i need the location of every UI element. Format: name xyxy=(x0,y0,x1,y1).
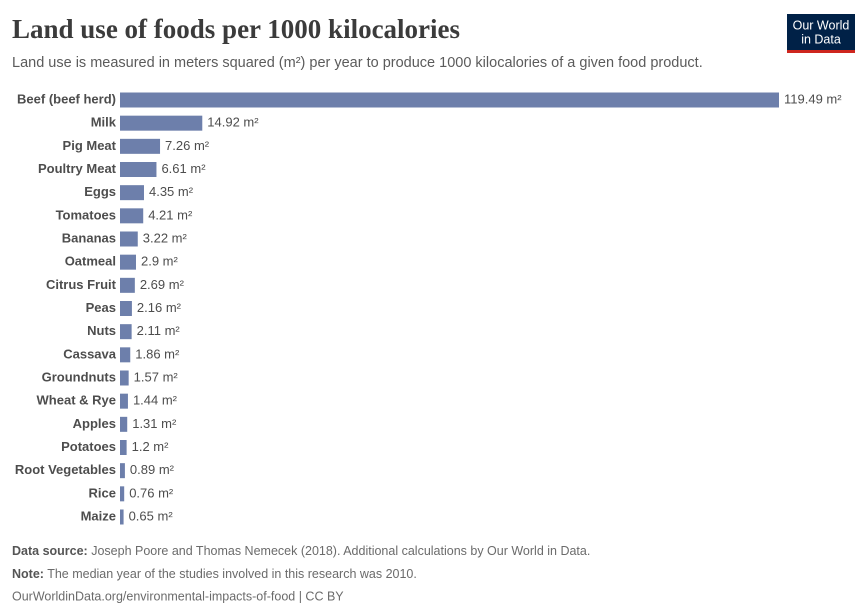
bar xyxy=(120,416,128,432)
source-note: Data source: Joseph Poore and Thomas Nem… xyxy=(12,544,590,558)
bar xyxy=(120,440,127,455)
category-label: Eggs xyxy=(84,184,116,199)
bar xyxy=(120,393,128,409)
category-label: Groundnuts xyxy=(42,369,116,384)
category-label: Root Vegetables xyxy=(15,462,116,477)
bar xyxy=(120,162,157,177)
bar xyxy=(120,208,144,224)
value-label: 3.22 m² xyxy=(143,230,188,245)
value-label: 4.21 m² xyxy=(148,207,193,222)
value-label: 1.86 m² xyxy=(135,346,180,361)
value-label: 14.92 m² xyxy=(207,115,259,130)
logo-text: Our World xyxy=(793,18,850,32)
value-label: 1.44 m² xyxy=(133,393,178,408)
bar xyxy=(120,254,136,270)
category-label: Apples xyxy=(73,416,116,431)
url[interactable]: OurWorldinData.org/environmental-impacts… xyxy=(12,589,344,603)
value-label: 2.9 m² xyxy=(141,254,179,269)
category-label: Potatoes xyxy=(61,439,116,454)
source-text: Joseph Poore and Thomas Nemecek (2018). … xyxy=(91,544,590,558)
source-label: Data source: xyxy=(12,544,88,558)
bar xyxy=(120,92,779,108)
value-label: 4.35 m² xyxy=(149,184,194,199)
bar xyxy=(120,138,161,154)
category-label: Cassava xyxy=(63,346,117,361)
value-label: 1.31 m² xyxy=(132,416,177,431)
category-label: Peas xyxy=(86,300,116,315)
category-label: Nuts xyxy=(87,323,116,338)
chart-title: Land use of foods per 1000 kilocalories xyxy=(12,14,460,44)
chart-subtitle: Land use is measured in meters squared (… xyxy=(12,55,703,71)
bar xyxy=(120,231,138,247)
bar xyxy=(120,185,144,201)
bar xyxy=(120,277,135,293)
bar xyxy=(120,301,132,316)
bar xyxy=(120,463,125,479)
value-label: 0.76 m² xyxy=(129,485,174,500)
value-label: 2.69 m² xyxy=(140,277,185,292)
value-label: 0.89 m² xyxy=(130,462,175,477)
value-label: 6.61 m² xyxy=(161,161,206,176)
category-label: Oatmeal xyxy=(65,254,116,269)
category-label: Rice xyxy=(89,485,116,500)
bar xyxy=(120,509,124,525)
category-label: Bananas xyxy=(62,230,116,245)
logo-box xyxy=(787,14,855,52)
logo-stripe xyxy=(787,50,855,53)
category-label: Milk xyxy=(91,115,117,130)
category-label: Tomatoes xyxy=(56,207,116,222)
logo-text: in Data xyxy=(801,32,841,46)
category-label: Wheat & Rye xyxy=(37,393,116,408)
bar xyxy=(120,115,203,131)
note-label: Note: xyxy=(12,567,44,581)
category-label: Pig Meat xyxy=(63,138,117,153)
value-label: 2.16 m² xyxy=(137,300,182,315)
value-label: 0.65 m² xyxy=(129,508,174,523)
category-label: Poultry Meat xyxy=(38,161,117,176)
category-label: Beef (beef herd) xyxy=(17,91,116,106)
value-label: 119.49 m² xyxy=(784,91,842,106)
bar xyxy=(120,486,125,502)
category-label: Maize xyxy=(81,508,116,523)
value-label: 7.26 m² xyxy=(165,138,210,153)
value-label: 2.11 m² xyxy=(137,323,181,338)
value-label: 1.57 m² xyxy=(134,369,179,384)
logo[interactable]: Our World in Data xyxy=(787,14,855,53)
category-label: Citrus Fruit xyxy=(46,277,117,292)
bar xyxy=(120,370,129,386)
bar xyxy=(120,324,132,340)
value-label: 1.2 m² xyxy=(132,439,170,454)
note: Note: The median year of the studies inv… xyxy=(12,567,417,581)
note-text: The median year of the studies involved … xyxy=(47,567,417,581)
bar xyxy=(120,347,131,363)
